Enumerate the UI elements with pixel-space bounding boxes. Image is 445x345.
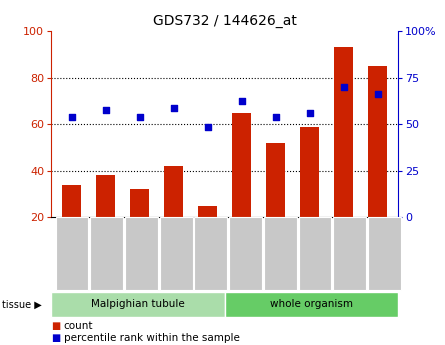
Bar [164, 166, 183, 217]
Text: GSM29176: GSM29176 [172, 219, 181, 268]
Bar [96, 175, 115, 217]
Text: count: count [64, 321, 93, 331]
Text: whole organism: whole organism [270, 299, 353, 309]
Point [136, 115, 143, 120]
Bar [198, 206, 217, 217]
Text: GSM29175: GSM29175 [137, 219, 146, 268]
Text: GSM29182: GSM29182 [380, 219, 389, 268]
Bar [267, 143, 285, 217]
Text: GSM29179: GSM29179 [276, 219, 285, 268]
Bar [62, 185, 81, 217]
Bar [300, 127, 319, 217]
Text: ■: ■ [51, 333, 61, 343]
Bar [368, 66, 387, 217]
Text: GSM29180: GSM29180 [311, 219, 320, 268]
Text: percentile rank within the sample: percentile rank within the sample [64, 333, 239, 343]
Point [204, 124, 211, 129]
Text: GDS732 / 144626_at: GDS732 / 144626_at [153, 14, 297, 28]
Text: GSM29173: GSM29173 [68, 219, 77, 268]
Point [306, 110, 313, 115]
Point [238, 98, 245, 104]
Point [272, 115, 279, 120]
Text: tissue ▶: tissue ▶ [2, 299, 42, 309]
Point [102, 108, 109, 113]
Point [340, 84, 348, 90]
Text: Malpighian tubule: Malpighian tubule [91, 299, 185, 309]
Text: ■: ■ [51, 321, 61, 331]
Bar [232, 112, 251, 217]
Text: GSM29178: GSM29178 [241, 219, 250, 268]
Point [68, 115, 75, 120]
Text: GSM29181: GSM29181 [345, 219, 354, 268]
Bar [335, 47, 353, 217]
Point [170, 105, 177, 111]
Text: GSM29174: GSM29174 [102, 219, 111, 268]
Bar [130, 189, 149, 217]
Text: GSM29177: GSM29177 [206, 219, 215, 268]
Point [374, 91, 381, 97]
